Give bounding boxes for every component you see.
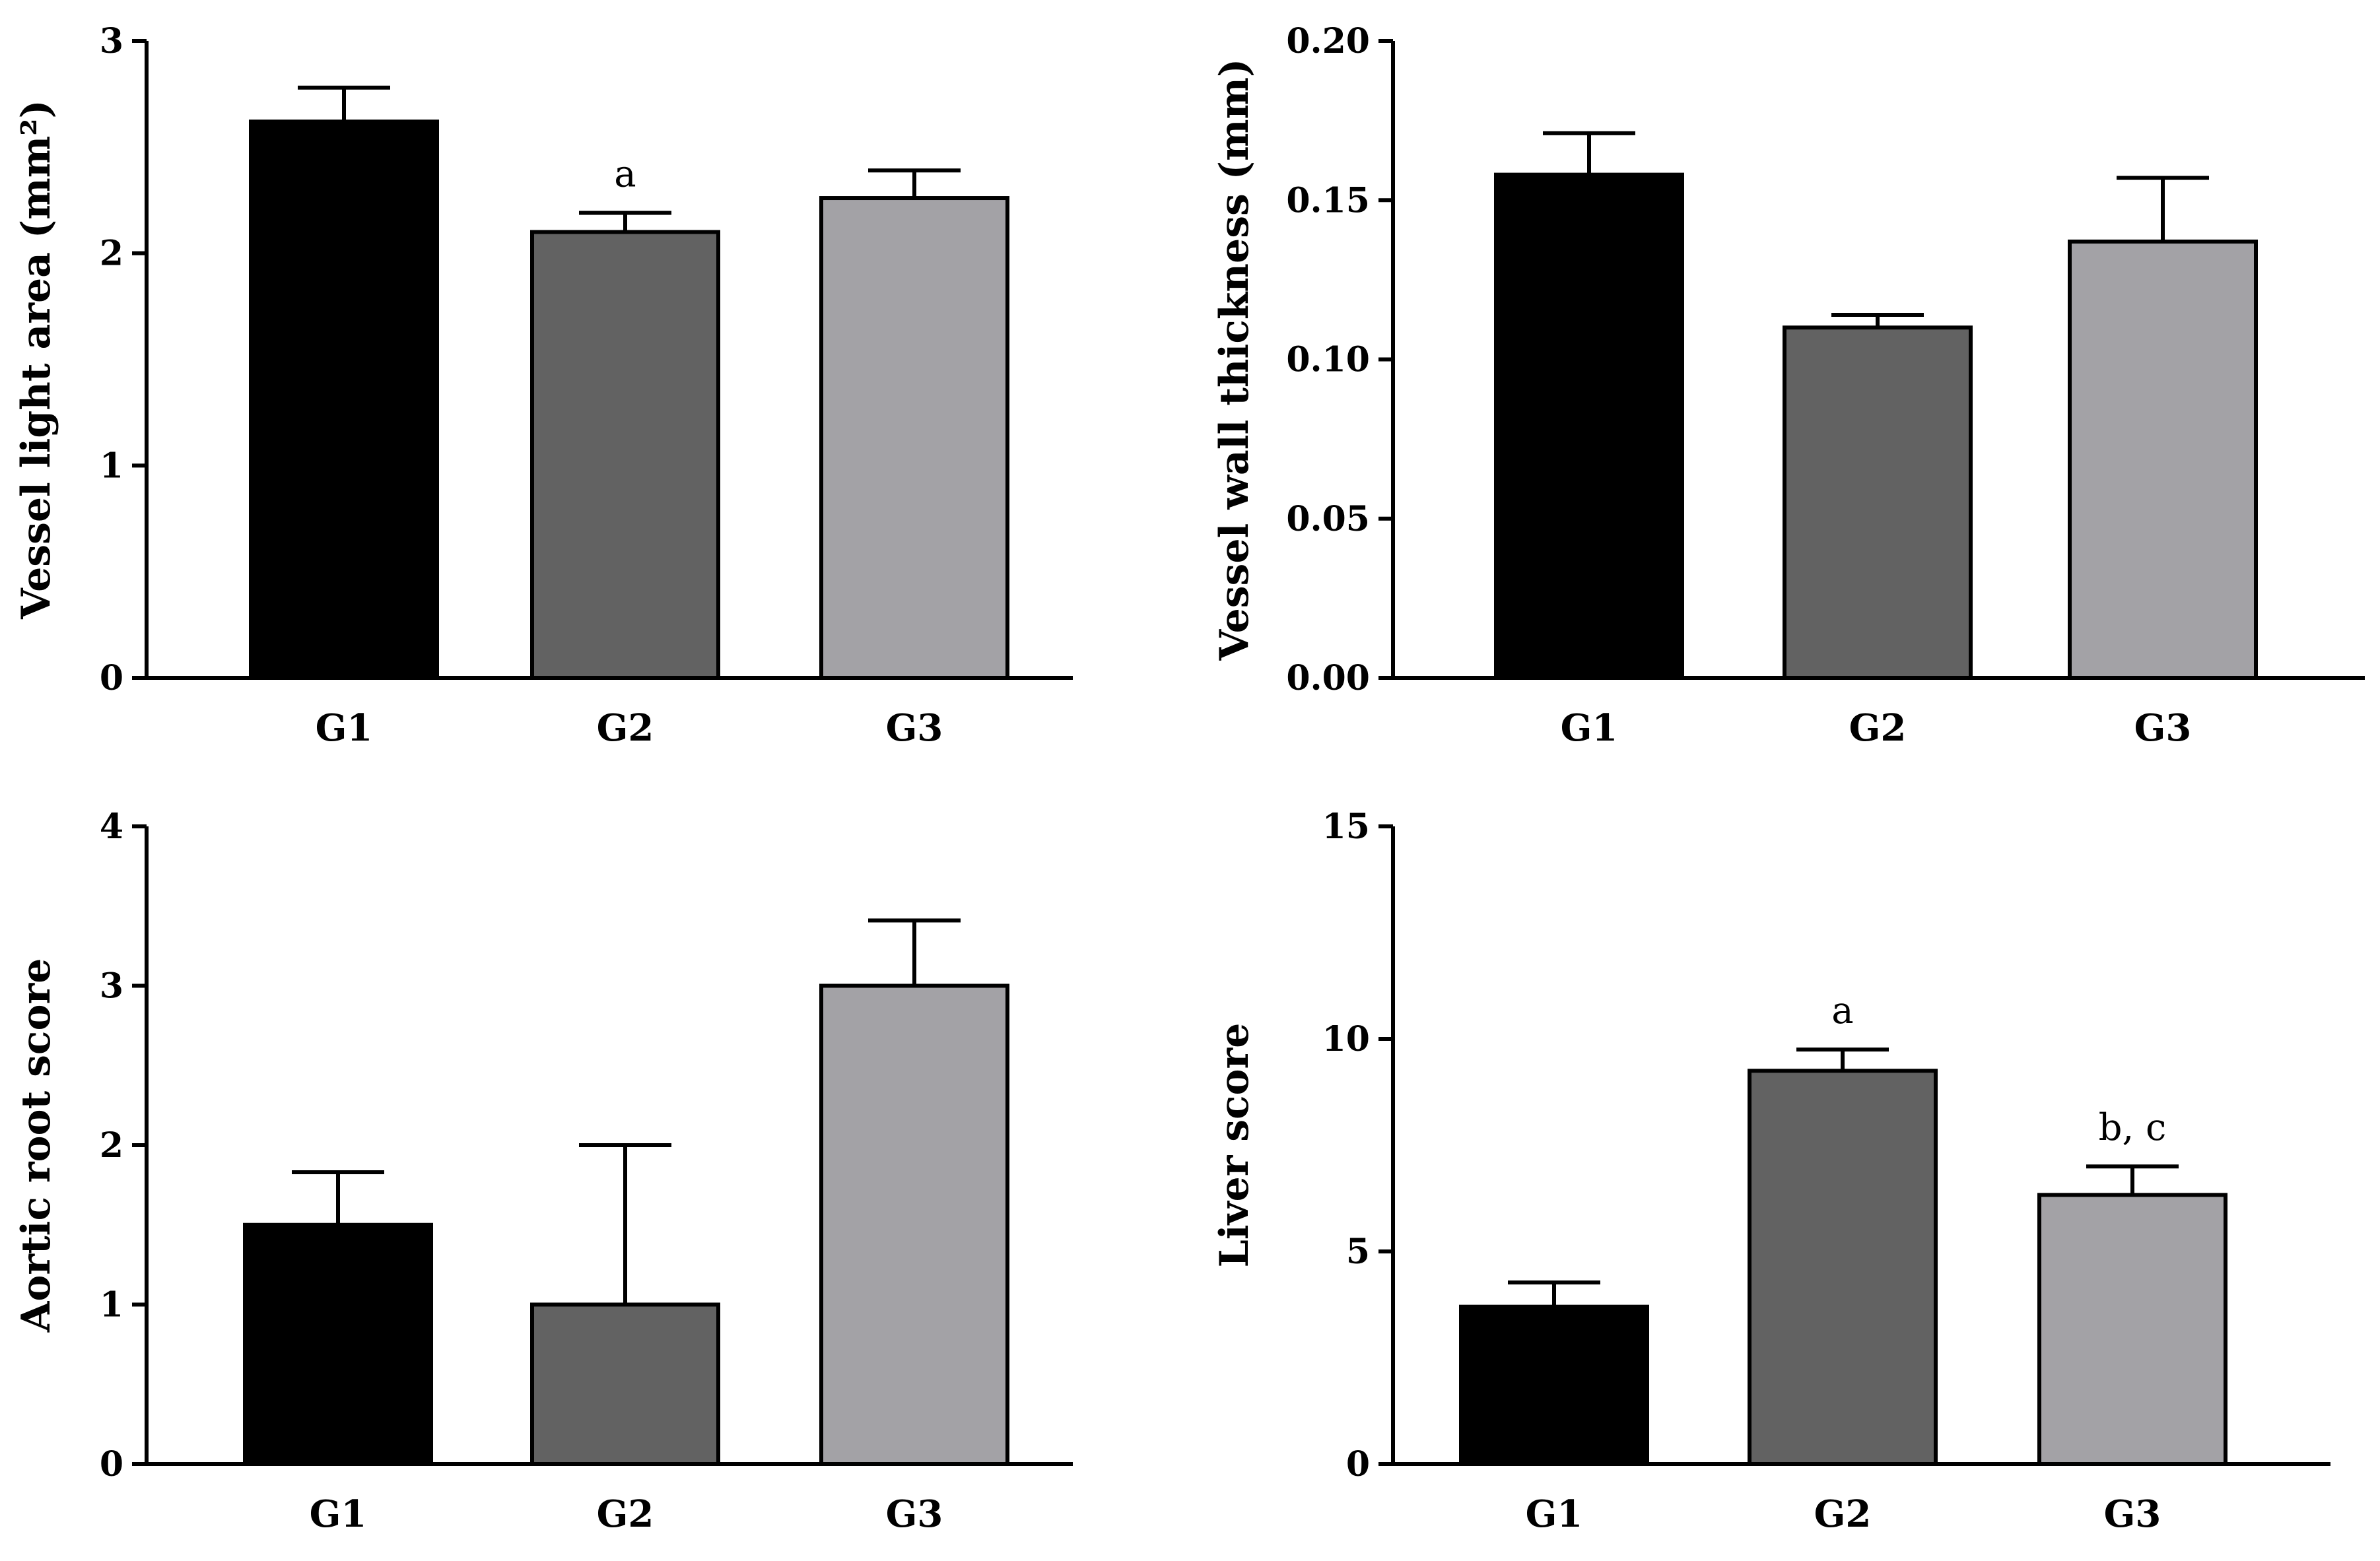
bar-g3 bbox=[819, 196, 1009, 680]
y-tick-label: 0.20 bbox=[1286, 21, 1370, 61]
y-tick-label: 4 bbox=[100, 807, 123, 847]
x-tick-label-g3: G3 bbox=[886, 1492, 943, 1536]
bar-g3 bbox=[2068, 239, 2258, 681]
bar-g2 bbox=[1783, 325, 1973, 680]
bar-g2 bbox=[1748, 1069, 1938, 1467]
y-tick-label: 0.10 bbox=[1286, 340, 1370, 380]
x-tick-label-g1: G1 bbox=[1526, 1492, 1583, 1536]
bar-g1 bbox=[1459, 1304, 1649, 1466]
y-tick-label: 10 bbox=[1322, 1019, 1370, 1059]
panel-vessel-wall-thickness: G1 G2 G3 0.00 0.05 0.10 0.15 0.20 Vessel wall th… bbox=[1211, 21, 2365, 750]
y-axis-title: Liver score bbox=[1211, 1023, 1258, 1268]
y-tick-label: 0 bbox=[100, 1444, 123, 1484]
annotation-g3: b, c bbox=[2099, 1106, 2167, 1149]
y-tick-label: 0.05 bbox=[1286, 499, 1370, 539]
bar-g3 bbox=[819, 983, 1009, 1466]
bar-g2 bbox=[530, 1302, 720, 1466]
x-tick-label-g3: G3 bbox=[2104, 1492, 2161, 1536]
x-tick-label-g1: G1 bbox=[316, 706, 373, 750]
y-tick-label: 0.15 bbox=[1286, 180, 1370, 220]
bar-g1 bbox=[243, 1222, 433, 1466]
bar-g2 bbox=[530, 230, 720, 680]
y-axis-title: Vessel light area (mm²) bbox=[13, 100, 59, 620]
bar-g3 bbox=[2037, 1193, 2227, 1467]
x-tick-label-g2: G2 bbox=[1814, 1492, 1872, 1536]
panel-vessel-light-area: G1 a G2 G3 0 1 2 3 Vessel light area (mm²) bbox=[13, 21, 1073, 750]
x-tick-label-g2: G2 bbox=[1849, 706, 1907, 750]
panel-liver-score: G1 a G2 b, c G3 0 5 10 15 Liver score bbox=[1211, 807, 2330, 1536]
x-tick-label-g1: G1 bbox=[310, 1492, 367, 1536]
y-tick-label: 2 bbox=[100, 234, 123, 274]
y-tick-label: 1 bbox=[100, 1285, 123, 1325]
y-tick-label: 5 bbox=[1346, 1232, 1370, 1272]
annotation-g2: a bbox=[614, 153, 636, 196]
y-tick-label: 3 bbox=[100, 966, 123, 1007]
x-tick-label-g3: G3 bbox=[2134, 706, 2192, 750]
x-tick-label-g2: G2 bbox=[597, 1492, 654, 1536]
y-axis-title: Aortic root score bbox=[13, 958, 59, 1333]
annotation-g2: a bbox=[1831, 989, 1853, 1032]
panel-aortic-root-score: G1 G2 G3 0 1 2 3 4 Aortic root score bbox=[13, 807, 1073, 1536]
y-tick-label: 2 bbox=[100, 1125, 123, 1166]
y-tick-label: 3 bbox=[100, 21, 123, 61]
y-tick-label: 0.00 bbox=[1286, 658, 1370, 698]
bar-g1 bbox=[1494, 172, 1684, 680]
y-axis-title: Vessel wall thickness (mm) bbox=[1211, 59, 1258, 661]
x-tick-label-g2: G2 bbox=[597, 706, 654, 750]
bar-g1 bbox=[249, 119, 439, 680]
x-tick-label-g3: G3 bbox=[886, 706, 943, 750]
y-tick-label: 0 bbox=[1346, 1444, 1370, 1484]
x-tick-label-g1: G1 bbox=[1561, 706, 1618, 750]
y-tick-label: 15 bbox=[1322, 807, 1370, 847]
y-tick-label: 0 bbox=[100, 658, 123, 698]
y-tick-label: 1 bbox=[100, 446, 123, 486]
